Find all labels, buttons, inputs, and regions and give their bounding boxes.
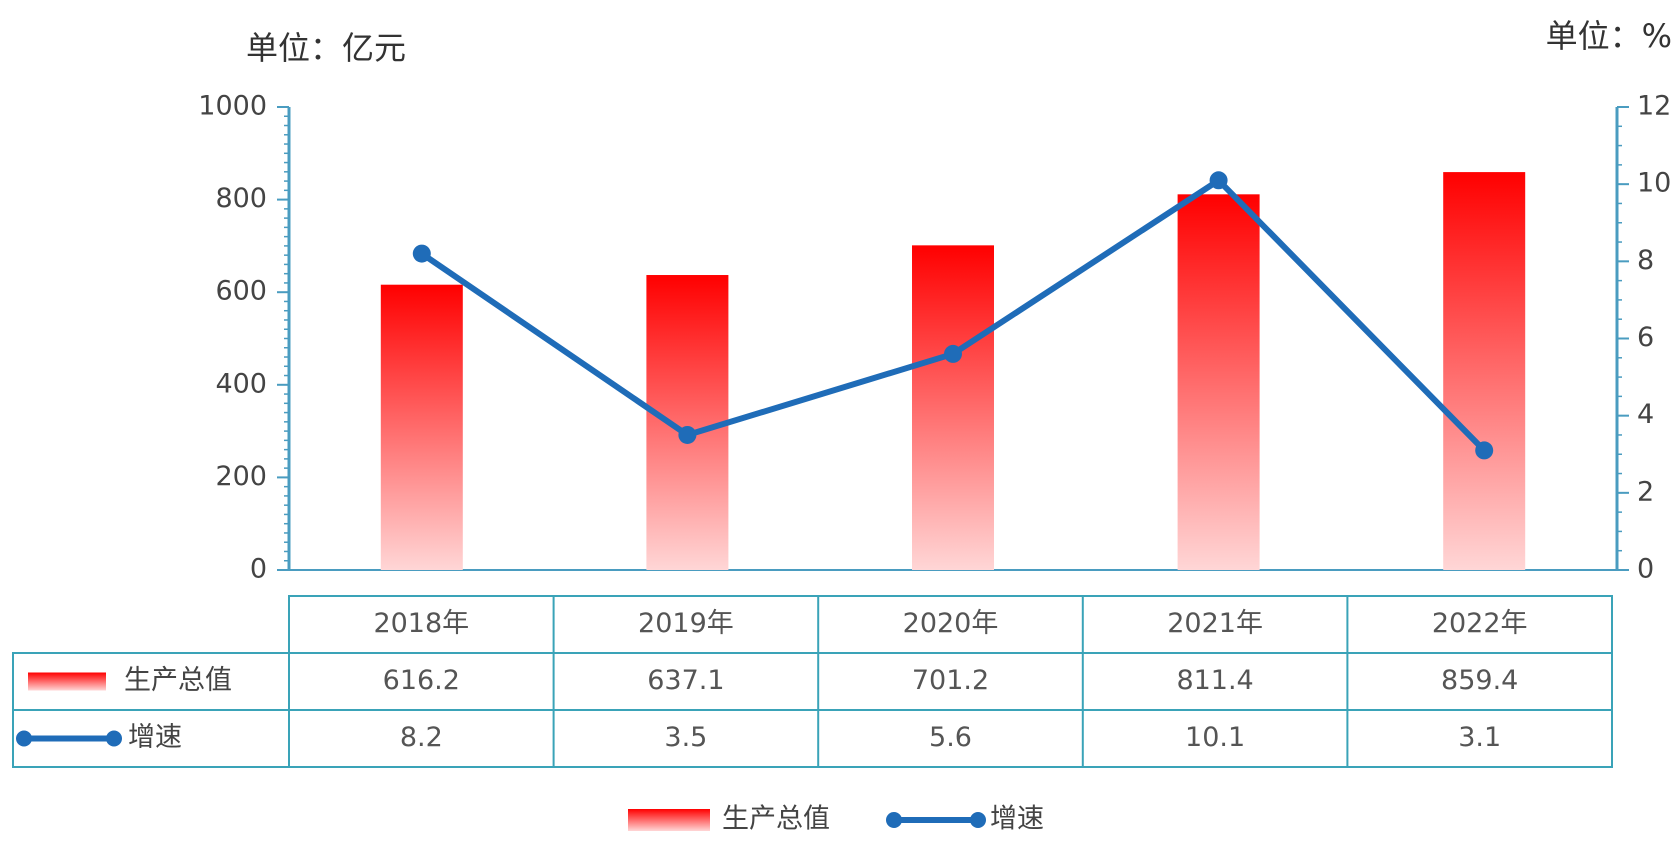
table-cell: 637.1 [647, 665, 724, 696]
line-marker [1475, 441, 1494, 460]
table-cell: 859.4 [1441, 665, 1518, 696]
legend-key [970, 812, 986, 828]
table-row-label: 生产总值 [124, 665, 232, 696]
y2-tick-label: 0 [1637, 554, 1654, 585]
legend-key [886, 812, 902, 828]
y2-tick-label: 6 [1637, 322, 1654, 353]
table-cell: 8.2 [400, 722, 443, 753]
table-cell: 616.2 [383, 665, 460, 696]
table-cell: 701.2 [912, 665, 989, 696]
table-legend-key [16, 730, 32, 747]
bar [646, 275, 729, 570]
y-unit-label: 单位：亿元 [246, 29, 406, 67]
y2-tick-label: 4 [1637, 399, 1654, 430]
table-header: 2019年 [638, 608, 734, 639]
line-marker [412, 244, 431, 263]
legend-label: 增速 [990, 804, 1044, 835]
y-tick-label: 600 [215, 276, 267, 307]
line-marker [678, 425, 697, 444]
table-header: 2022年 [1432, 608, 1528, 639]
table-header: 2018年 [373, 608, 469, 639]
line-marker [1209, 171, 1228, 190]
y-tick-label: 200 [215, 461, 267, 492]
table-legend-key [28, 672, 106, 691]
y-tick-label: 1000 [198, 91, 267, 122]
table-header: 2021年 [1167, 608, 1263, 639]
y-tick-label: 0 [250, 554, 267, 585]
bar [1443, 172, 1526, 571]
legend-key [628, 809, 710, 831]
y-tick-label: 400 [215, 368, 267, 399]
table-cell: 10.1 [1185, 722, 1245, 753]
y2-tick-label: 2 [1637, 476, 1654, 507]
y-tick-label: 800 [215, 183, 267, 214]
bar [380, 284, 463, 570]
y2-tick-label: 10 [1637, 168, 1671, 199]
table-row-label: 增速 [128, 722, 182, 753]
table-cell: 811.4 [1176, 665, 1253, 696]
y2-tick-label: 12 [1637, 91, 1671, 122]
bar [912, 245, 994, 570]
legend-label: 生产总值 [722, 804, 830, 835]
table-cell: 5.6 [929, 722, 972, 753]
y2-unit-label: 单位：% [1546, 17, 1672, 55]
table-header: 2020年 [903, 608, 999, 639]
line-marker [944, 344, 962, 363]
bar [1177, 194, 1260, 571]
y2-tick-label: 8 [1637, 245, 1654, 276]
table-cell: 3.5 [664, 722, 707, 753]
table-legend-key [106, 730, 122, 747]
table-cell: 3.1 [1458, 722, 1501, 753]
